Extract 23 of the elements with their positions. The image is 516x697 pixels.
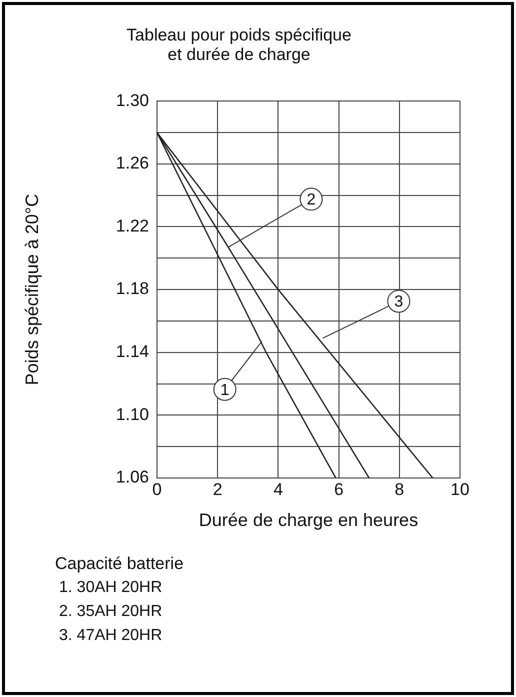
y-tick-label: 1.26 (116, 154, 149, 173)
x-axis-title: Durée de charge en heures (198, 510, 418, 530)
y-tick-label: 1.10 (116, 404, 149, 424)
x-tick-label: 8 (394, 480, 404, 499)
y-tick-label: 1.22 (116, 216, 149, 236)
y-tick-label: 1.30 (116, 90, 149, 110)
text: 1. 30AH 20HR (58, 578, 164, 598)
text: 3. 47AH 20HR (58, 626, 164, 646)
x-tick-label: 10 (450, 480, 470, 499)
y-tick-label: 1.06 (116, 468, 149, 487)
x-tick-label: 4 (273, 480, 283, 499)
y-tick-label: 1.18 (116, 279, 149, 298)
chart-title: Tableau pour poids spécifique et durée de charge (126, 25, 352, 64)
x-tick-label: 0 (152, 480, 162, 499)
x-tick-label: 2 (212, 480, 222, 499)
y-tick-label: 1.14 (116, 342, 149, 362)
y-axis-title: Poids spécifique à 20°C (22, 194, 42, 386)
text: 2. 35AH 20HR (58, 602, 164, 622)
annotation: 1 (220, 382, 230, 399)
text: Capacité batterie (55, 553, 184, 575)
x-tick-label: 6 (334, 480, 344, 499)
annotation: 3 (394, 294, 404, 311)
annotation: 2 (306, 192, 316, 209)
